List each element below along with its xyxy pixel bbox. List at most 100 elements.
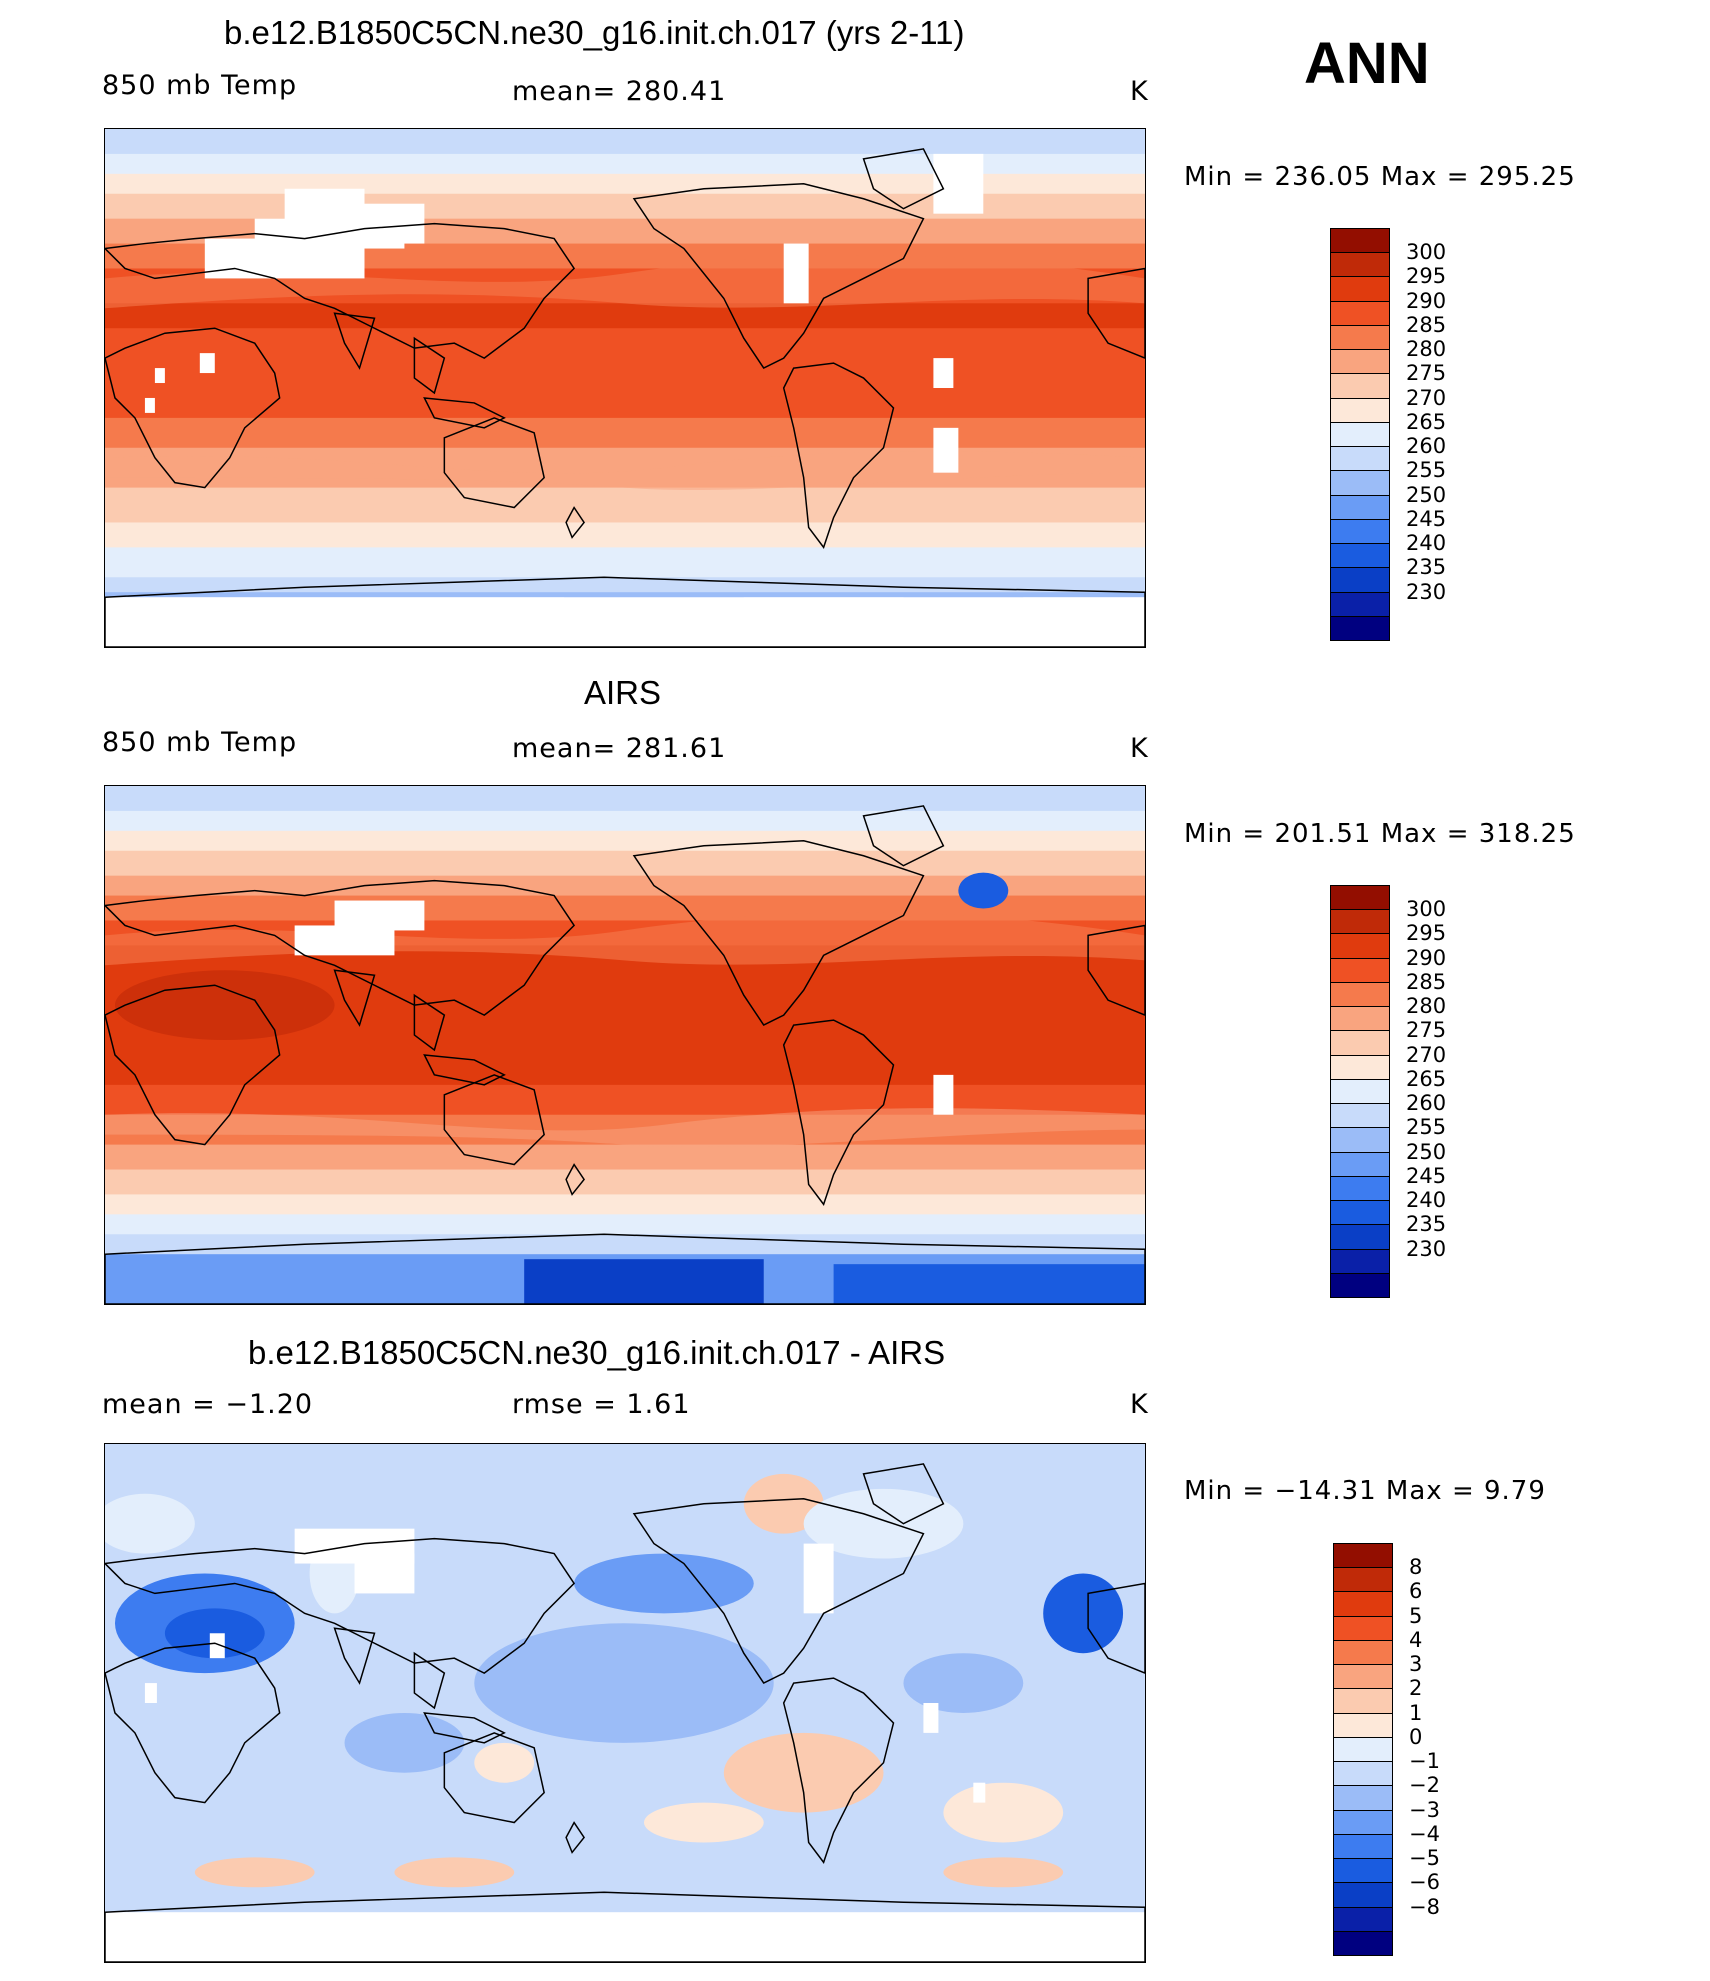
coastline bbox=[632, 840, 925, 1027]
colorbar-swatch bbox=[1333, 1664, 1393, 1690]
colorbar-tick-label: 270 bbox=[1406, 1042, 1447, 1067]
colorbar-swatch bbox=[1333, 1688, 1393, 1714]
colorbar-swatch bbox=[1330, 276, 1390, 302]
panel-2-mean-label: mean= 281.61 bbox=[512, 733, 727, 764]
coastline bbox=[1087, 1582, 1145, 1674]
diff-anomaly-region bbox=[743, 1473, 824, 1534]
coastline bbox=[105, 879, 576, 1016]
colorbar-tick-label: 235 bbox=[1406, 1212, 1447, 1237]
colorbar-swatch bbox=[1333, 1761, 1393, 1787]
missing-data-patch bbox=[209, 1633, 225, 1659]
temperature-contour bbox=[105, 1108, 1145, 1147]
colorbar-swatch bbox=[1333, 1906, 1393, 1932]
coastline bbox=[423, 1712, 506, 1744]
colorbar-tick-label: −3 bbox=[1409, 1797, 1440, 1822]
colorbar-swatch bbox=[1330, 1006, 1390, 1032]
panel-3-map bbox=[104, 1443, 1146, 1963]
colorbar-tick-label: 245 bbox=[1406, 506, 1447, 531]
missing-data-antarctica bbox=[105, 597, 1145, 647]
colorbar-tick-label: 300 bbox=[1406, 240, 1447, 265]
colorbar-tick-label: 275 bbox=[1406, 361, 1447, 386]
temperature-band bbox=[105, 786, 1145, 812]
colorbar-swatch bbox=[1330, 518, 1390, 545]
colorbar-swatch bbox=[1330, 933, 1390, 959]
coastline bbox=[1087, 924, 1145, 1016]
colorbar-swatch bbox=[1333, 1736, 1393, 1763]
coastline bbox=[105, 222, 576, 359]
colorbar-swatch bbox=[1330, 252, 1390, 278]
diff-anomaly-region bbox=[474, 1623, 774, 1743]
coastline bbox=[105, 327, 281, 489]
colorbar-tick-label: 245 bbox=[1406, 1163, 1447, 1188]
cold-region-greenland bbox=[958, 872, 1009, 909]
coastline bbox=[413, 336, 446, 395]
colorbar-swatch bbox=[1330, 885, 1390, 911]
colorbar-swatch bbox=[1333, 1712, 1393, 1738]
colorbar-tick-label: 285 bbox=[1406, 312, 1447, 337]
colorbar-swatch bbox=[1330, 1078, 1390, 1105]
colorbar-tick-label: 290 bbox=[1406, 288, 1447, 313]
panel-2-variable-label: 850 mb Temp bbox=[102, 727, 298, 758]
coastline bbox=[423, 397, 506, 429]
coastline bbox=[782, 1019, 895, 1206]
missing-data-patch bbox=[284, 188, 365, 224]
coastline bbox=[565, 1821, 586, 1854]
colorbar-tick-label: 255 bbox=[1406, 1115, 1447, 1140]
colorbar-swatch bbox=[1330, 909, 1390, 935]
colorbar-swatch bbox=[1330, 494, 1390, 520]
colorbar-tick-label: −5 bbox=[1409, 1846, 1440, 1871]
colorbar-swatch bbox=[1333, 1591, 1393, 1617]
missing-data-patch bbox=[144, 1683, 157, 1703]
temperature-band bbox=[105, 303, 1145, 330]
temperature-band bbox=[105, 173, 1145, 195]
colorbar-bottom-edge bbox=[1330, 640, 1390, 641]
diff-anomaly-region bbox=[1043, 1573, 1124, 1654]
panel-1-title: b.e12.B1850C5CN.ne30_g16.init.ch.017 (yr… bbox=[224, 14, 965, 51]
colorbar-swatch bbox=[1330, 1103, 1390, 1129]
diff-anomaly-region bbox=[803, 1488, 964, 1559]
temperature-contour bbox=[105, 255, 1145, 309]
hot-region bbox=[114, 970, 335, 1041]
panel-2-minmax: Min = 201.51 Max = 318.25 bbox=[1184, 819, 1576, 849]
colorbar-tick-label: 235 bbox=[1406, 555, 1447, 580]
colorbar-swatch bbox=[1330, 1151, 1390, 1177]
coastline bbox=[105, 984, 281, 1146]
temperature-band bbox=[105, 830, 1145, 852]
coastline bbox=[105, 576, 1145, 647]
coastline bbox=[443, 1074, 545, 1166]
colorbar-swatch bbox=[1330, 1200, 1390, 1226]
diff-anomaly-region bbox=[943, 1857, 1064, 1888]
temperature-band bbox=[105, 417, 1145, 449]
diff-anomaly-region bbox=[474, 1742, 535, 1783]
colorbar-tick-label: 4 bbox=[1409, 1627, 1423, 1652]
panel-3-rmse-label: rmse = 1.61 bbox=[512, 1389, 691, 1420]
colorbar-tick-label: 1 bbox=[1409, 1700, 1423, 1725]
panel-2-units-label: K bbox=[1130, 733, 1149, 764]
coastline bbox=[565, 1163, 586, 1196]
coastline bbox=[333, 312, 376, 370]
colorbar-tick-label: −4 bbox=[1409, 1821, 1440, 1846]
colorbar-swatch bbox=[1333, 1785, 1393, 1811]
colorbar-tick-label: −2 bbox=[1409, 1773, 1440, 1798]
colorbar-swatch bbox=[1330, 421, 1390, 448]
temperature-band bbox=[105, 850, 1145, 877]
missing-data-patch bbox=[154, 368, 165, 384]
colorbar-swatch bbox=[1330, 567, 1390, 593]
colorbar-tick-label: 230 bbox=[1406, 579, 1447, 604]
colorbar-tick-label: −1 bbox=[1409, 1749, 1440, 1774]
colorbar-tick-label: 2 bbox=[1409, 1676, 1423, 1701]
coastline bbox=[782, 362, 895, 549]
colorbar-swatch bbox=[1330, 300, 1390, 326]
diff-anomaly-region bbox=[105, 1493, 195, 1554]
colorbar-swatch bbox=[1333, 1833, 1393, 1860]
missing-data-patch bbox=[144, 397, 155, 413]
coastline bbox=[862, 805, 945, 867]
panel-3-mean-label: mean = −1.20 bbox=[102, 1389, 314, 1420]
missing-data-patch bbox=[933, 1074, 954, 1115]
coastline bbox=[413, 993, 446, 1052]
colorbar-swatch bbox=[1330, 324, 1390, 351]
missing-data-patch bbox=[199, 353, 215, 374]
colorbar-tick-label: 295 bbox=[1406, 264, 1447, 289]
temperature-band bbox=[105, 193, 1145, 220]
temperature-band bbox=[105, 328, 1145, 419]
